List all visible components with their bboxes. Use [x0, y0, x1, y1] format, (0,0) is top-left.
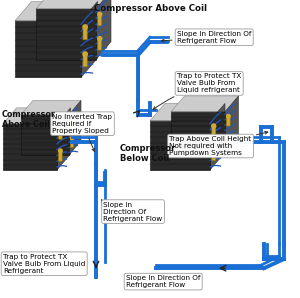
Text: Trap Above Coil Height
Not required with
Pumpdown Systems: Trap Above Coil Height Not required with…: [169, 131, 268, 156]
Polygon shape: [210, 103, 225, 170]
FancyBboxPatch shape: [98, 14, 102, 26]
Polygon shape: [81, 1, 98, 77]
FancyBboxPatch shape: [83, 54, 87, 67]
Polygon shape: [36, 0, 111, 9]
Polygon shape: [36, 9, 96, 60]
Polygon shape: [225, 96, 238, 155]
FancyBboxPatch shape: [58, 128, 62, 139]
FancyBboxPatch shape: [70, 119, 74, 128]
FancyBboxPatch shape: [70, 138, 74, 148]
Circle shape: [70, 117, 74, 121]
FancyBboxPatch shape: [98, 38, 102, 50]
Circle shape: [98, 37, 102, 41]
FancyBboxPatch shape: [212, 149, 216, 161]
Circle shape: [98, 12, 102, 16]
Polygon shape: [171, 112, 225, 155]
Polygon shape: [69, 100, 81, 155]
Polygon shape: [96, 0, 111, 60]
Circle shape: [226, 135, 230, 139]
Circle shape: [226, 114, 230, 118]
Polygon shape: [3, 108, 70, 124]
Polygon shape: [3, 124, 57, 170]
Text: No Inverted Trap
Required If
Properly Sloped: No Inverted Trap Required If Properly Sl…: [52, 114, 112, 151]
FancyBboxPatch shape: [58, 150, 62, 161]
Text: Compressor
Above Coil: Compressor Above Coil: [2, 109, 56, 129]
Circle shape: [70, 137, 74, 140]
FancyBboxPatch shape: [212, 126, 216, 137]
Circle shape: [212, 148, 216, 151]
Polygon shape: [150, 121, 210, 170]
Text: Trap to Protect TX
Valve Bulb From Liquid
Refrigerant: Trap to Protect TX Valve Bulb From Liqui…: [3, 254, 85, 274]
Circle shape: [212, 124, 216, 128]
Text: Slope In Direction Of
Refrigerant Flow: Slope In Direction Of Refrigerant Flow: [126, 275, 200, 288]
Polygon shape: [21, 115, 69, 155]
Polygon shape: [171, 96, 238, 112]
Text: Slope In
Direction Of
Refrigerant Flow: Slope In Direction Of Refrigerant Flow: [103, 201, 163, 222]
FancyBboxPatch shape: [83, 27, 87, 40]
Text: Compressor
Below Coil: Compressor Below Coil: [120, 144, 176, 163]
Circle shape: [83, 25, 87, 29]
Polygon shape: [21, 100, 81, 115]
Polygon shape: [150, 103, 225, 121]
Polygon shape: [15, 21, 81, 77]
Polygon shape: [57, 108, 70, 170]
Circle shape: [58, 127, 62, 131]
FancyBboxPatch shape: [226, 116, 230, 126]
Polygon shape: [15, 1, 98, 21]
Circle shape: [83, 52, 87, 56]
Text: Trap to Protect TX
Valve Bulb From
Liquid refrigerant: Trap to Protect TX Valve Bulb From Liqui…: [153, 73, 242, 109]
FancyBboxPatch shape: [226, 137, 230, 147]
Text: Compressor Above Coil: Compressor Above Coil: [94, 4, 206, 13]
Circle shape: [58, 149, 62, 153]
Text: Slope In Direction Of
Refrigerant Flow: Slope In Direction Of Refrigerant Flow: [161, 31, 251, 44]
